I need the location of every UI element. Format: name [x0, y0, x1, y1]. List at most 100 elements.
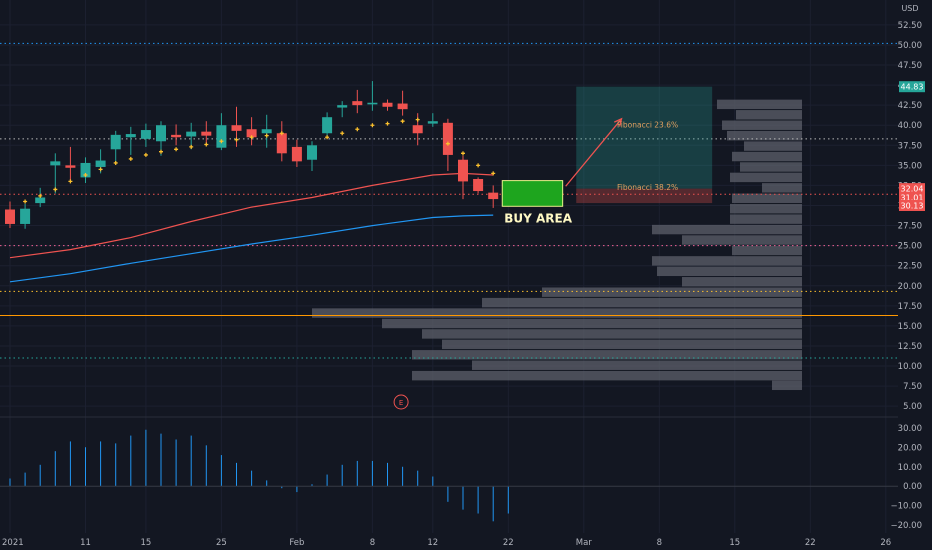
- time-tick-label: 15: [729, 538, 740, 548]
- volume-profile-bar: [652, 224, 802, 235]
- price-tick-label: 50.00: [898, 41, 922, 51]
- price-tick-label: 12.50: [898, 342, 922, 352]
- candle-body: [352, 101, 363, 106]
- time-tick-label: Feb: [289, 538, 304, 548]
- candle-body: [95, 160, 106, 167]
- volume-profile-bar: [422, 329, 802, 339]
- moving-averages: [9, 172, 494, 283]
- macd-tick-label: 30.00: [898, 424, 922, 434]
- psar-dot: [174, 147, 179, 152]
- macd-tick-label: −10.00: [891, 502, 922, 512]
- volume-profile-bar: [730, 214, 802, 224]
- psar-dot: [264, 133, 269, 138]
- time-tick-label: 25: [216, 538, 227, 548]
- psar-dot: [279, 131, 284, 136]
- time-tick-label: 22: [805, 538, 816, 548]
- volume-profile-bar: [732, 193, 802, 203]
- candle-body: [397, 103, 408, 110]
- macd-tick-label: 20.00: [898, 443, 922, 453]
- volume-profile-bar: [740, 162, 802, 172]
- position-stop-zone[interactable]: [576, 188, 713, 204]
- price-tick-label: 35.00: [898, 161, 922, 171]
- price-badge: [899, 81, 925, 93]
- psar-dot: [476, 163, 481, 168]
- time-tick-label: Mar: [576, 538, 593, 548]
- candle-body: [125, 134, 136, 138]
- earnings-marker[interactable]: [393, 394, 409, 410]
- price-tick-label: 52.50: [898, 21, 922, 31]
- buy-area-box[interactable]: [501, 180, 564, 207]
- candle-body: [201, 131, 212, 136]
- psar-dot: [445, 141, 450, 146]
- candle-body: [5, 209, 15, 224]
- psar-dot: [461, 151, 465, 156]
- annotations[interactable]: BUY AREA Fibonacci 23.6% Fibonacci 38.2% E: [393, 117, 678, 410]
- candle-body: [35, 197, 46, 204]
- volume-profile-bar: [412, 370, 802, 381]
- macd-tick-label: 0.00: [903, 482, 922, 492]
- earnings-marker-label: E: [399, 399, 403, 407]
- currency-label: USD: [901, 4, 918, 13]
- candle-body: [337, 105, 348, 108]
- volume-profile: [312, 99, 802, 391]
- price-tick-label: 37.50: [898, 141, 922, 151]
- price-tick-label: 17.50: [898, 302, 922, 312]
- psar-dot: [340, 131, 345, 136]
- volume-profile-bar: [412, 350, 802, 360]
- candle-body: [488, 192, 499, 200]
- psar-dot: [189, 144, 194, 149]
- time-tick-label: 15: [140, 538, 151, 548]
- candle-body: [367, 102, 378, 105]
- projection-arrow[interactable]: [565, 118, 623, 187]
- price-badge-label: 44.83: [901, 83, 924, 92]
- price-tick-label: 10.00: [898, 362, 922, 372]
- candle-body: [140, 130, 151, 139]
- volume-profile-bar: [762, 183, 802, 193]
- psar-dot: [249, 135, 254, 140]
- long-position-tool[interactable]: [576, 86, 713, 204]
- candle-body: [307, 145, 317, 160]
- time-tick-label: 26: [880, 538, 891, 548]
- parabolic-sar-series: [23, 117, 496, 204]
- price-tick-label: 20.00: [898, 282, 922, 292]
- volume-profile-bar: [732, 245, 802, 256]
- volume-profile-bar: [772, 380, 802, 391]
- candle-body: [427, 121, 438, 124]
- psar-dot: [234, 137, 239, 142]
- volume-profile-bar: [472, 360, 802, 370]
- time-tick-label: 11: [80, 538, 91, 548]
- macd-histogram-pane: [0, 429, 898, 522]
- volume-profile-bar: [657, 266, 802, 277]
- price-tick-label: 40.00: [898, 121, 922, 131]
- psar-dot: [325, 135, 330, 140]
- candle-body: [412, 125, 423, 134]
- price-tick-label: 47.50: [898, 61, 922, 71]
- psar-dot: [415, 117, 420, 122]
- psar-dot: [83, 172, 88, 177]
- position-target-zone[interactable]: [576, 86, 713, 189]
- time-tick-label: 8: [370, 538, 375, 548]
- volume-profile-bar: [682, 235, 802, 245]
- psar-dot: [53, 187, 58, 192]
- candle-body: [171, 134, 182, 138]
- volume-profile-bar: [732, 151, 802, 162]
- candle-body: [261, 129, 272, 134]
- price-badge-label: 30.13: [901, 201, 924, 210]
- price-badge: [899, 199, 925, 211]
- price-tick-label: 27.50: [898, 222, 922, 232]
- price-badge: [899, 191, 925, 203]
- price-tick-label: 15.00: [898, 322, 922, 332]
- volume-profile-bar: [736, 110, 802, 120]
- psar-dot: [400, 119, 405, 124]
- candle-body: [50, 161, 61, 166]
- horizontal-levels[interactable]: [0, 42, 898, 359]
- candle-body: [80, 162, 91, 178]
- time-tick-label: 2021: [2, 538, 24, 548]
- projection-arrow-head: [614, 117, 623, 127]
- psar-dot: [385, 121, 390, 126]
- psar-dot: [159, 149, 163, 154]
- fibonacci-label: Fibonacci 38.2%: [617, 183, 678, 192]
- volume-profile-bar: [442, 339, 802, 350]
- candle-body: [322, 117, 333, 134]
